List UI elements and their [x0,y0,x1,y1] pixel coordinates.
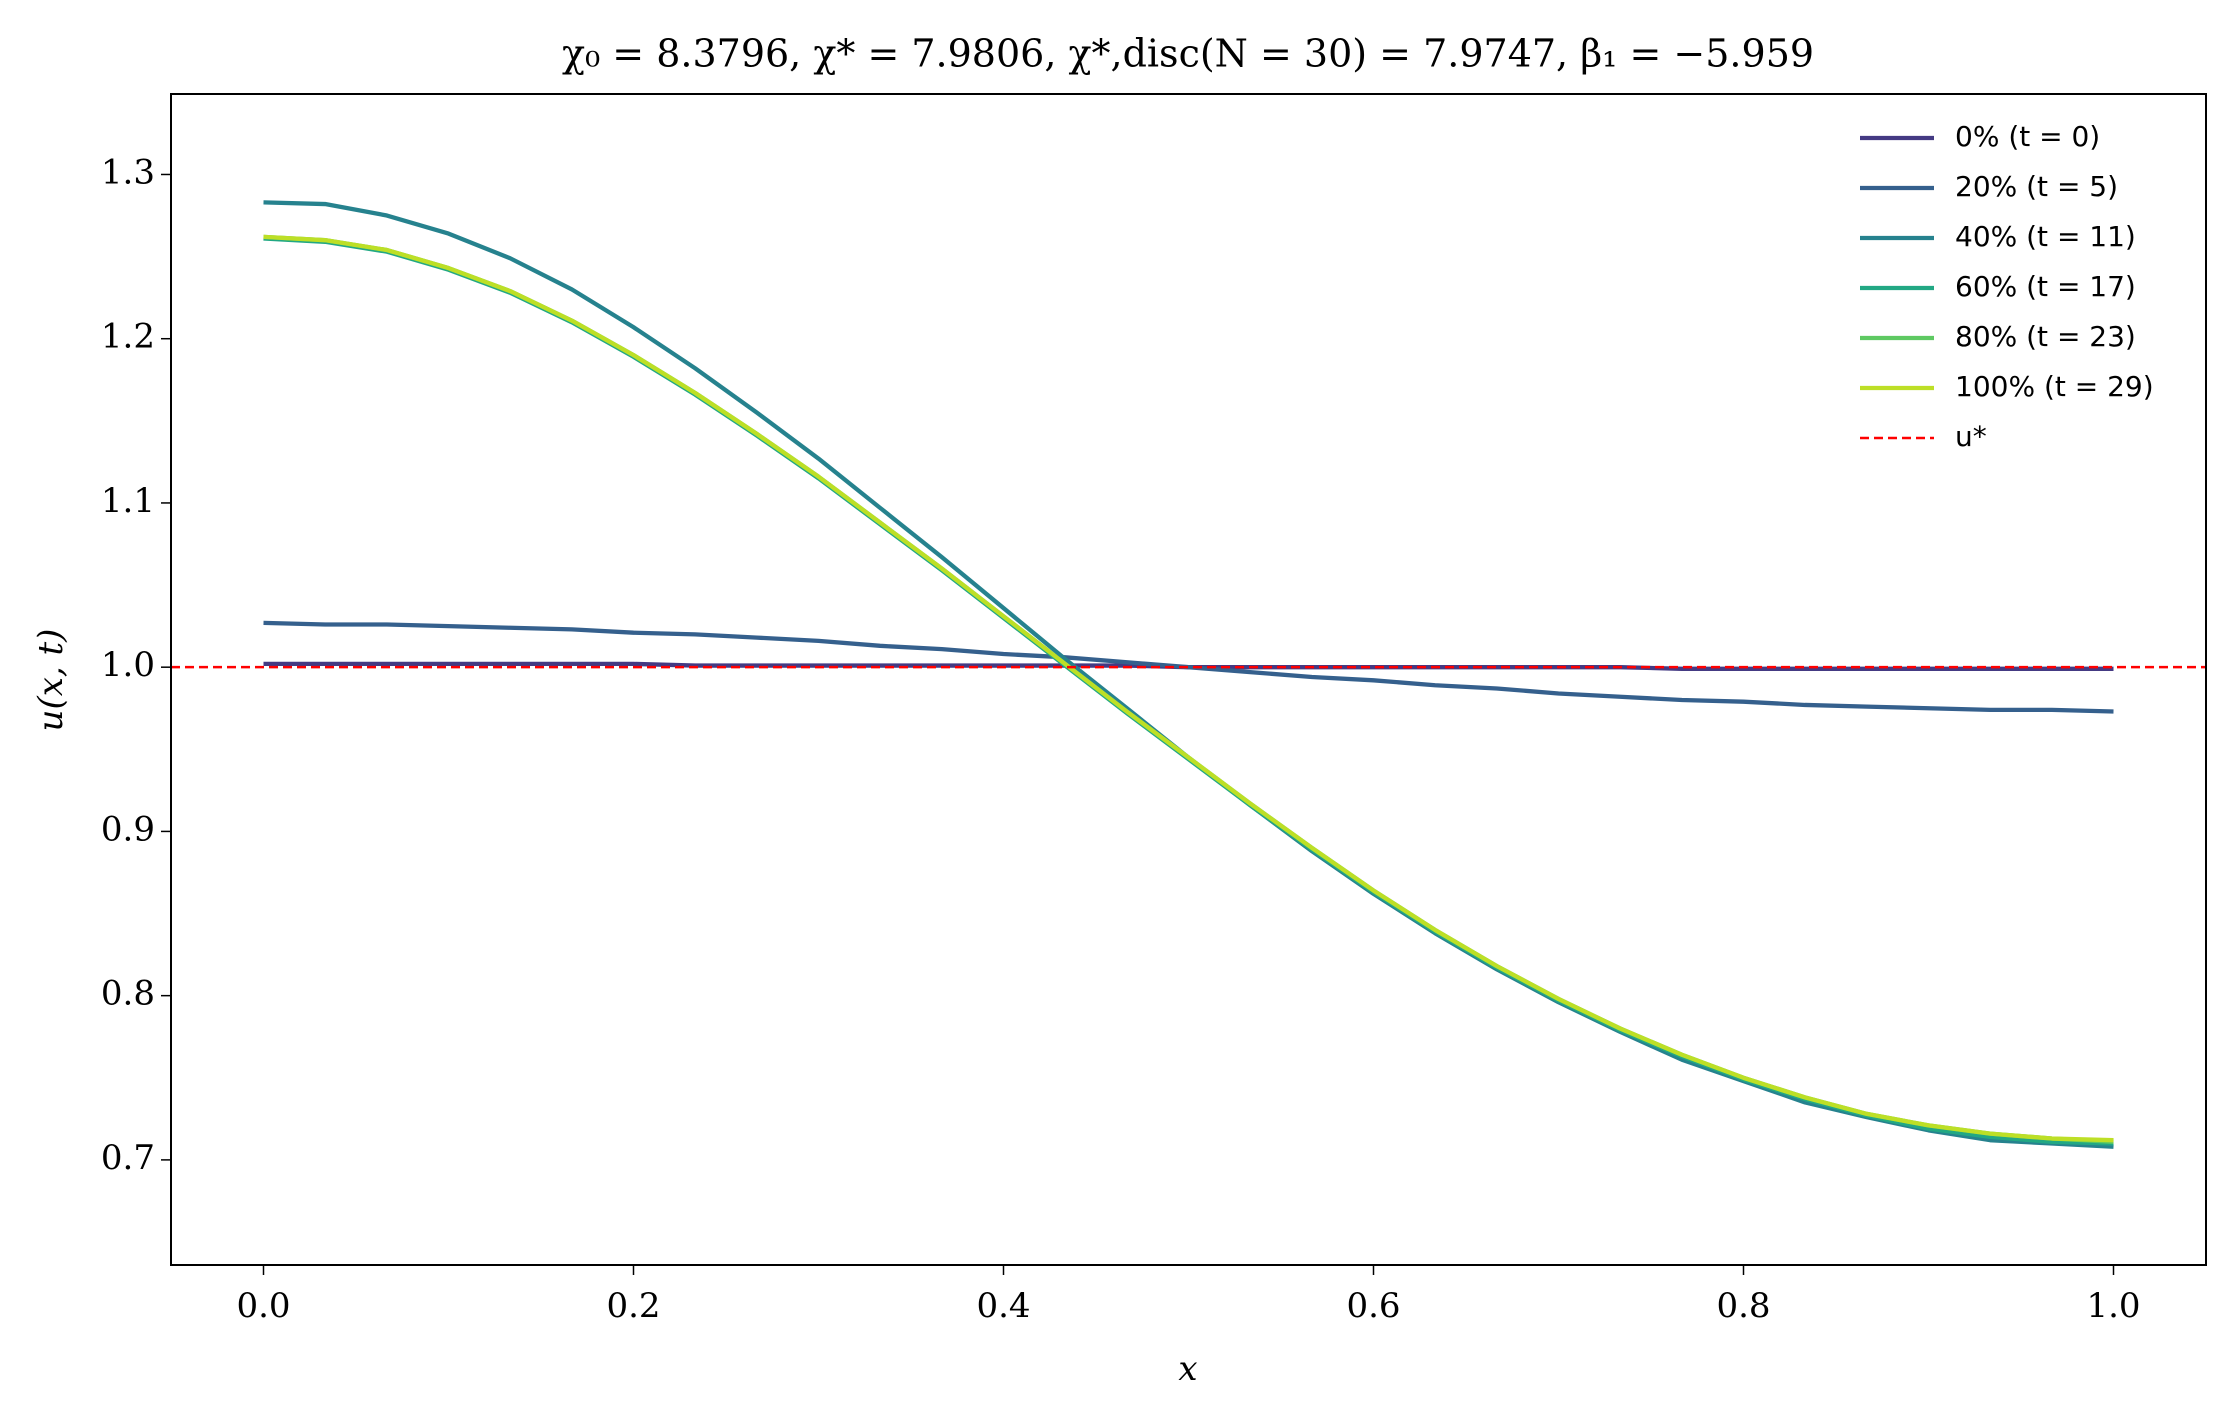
y-tick-label: 0.9 [101,809,155,849]
plot-frame [170,93,2207,1266]
y-tick-label: 0.7 [101,1138,155,1178]
y-tick-label: 1.0 [101,645,155,685]
legend-label: 100% (t = 29) [1955,370,2154,403]
x-tick-label: 0.0 [236,1286,290,1326]
x-tick-label: 1.0 [2086,1286,2140,1326]
chart-title: χ₀ = 8.3796, χ* = 7.9806, χ*,disc(N = 30… [562,32,1814,76]
legend-label: 40% (t = 11) [1955,220,2136,253]
y-tick-label: 0.8 [101,974,155,1014]
legend-label: 0% (t = 0) [1955,120,2100,153]
y-tick-label: 1.1 [101,481,155,521]
legend-label: 60% (t = 17) [1955,270,2136,303]
x-tick-label: 0.6 [1346,1286,1400,1326]
series-line [263,234,2114,1143]
legend-label: u* [1955,420,1987,453]
legend-label: 20% (t = 5) [1955,170,2118,203]
x-tick-label: 0.8 [1716,1286,1770,1326]
y-tick-label: 1.2 [101,317,155,357]
x-axis-label: x [1178,1349,1197,1389]
legend-label: 80% (t = 23) [1955,320,2136,353]
y-tick-label: 1.3 [101,152,155,192]
x-tick-label: 0.4 [976,1286,1030,1326]
x-tick-label: 0.2 [606,1286,660,1326]
y-axis-label: u(x, t) [31,629,71,732]
series-line [263,620,2114,714]
